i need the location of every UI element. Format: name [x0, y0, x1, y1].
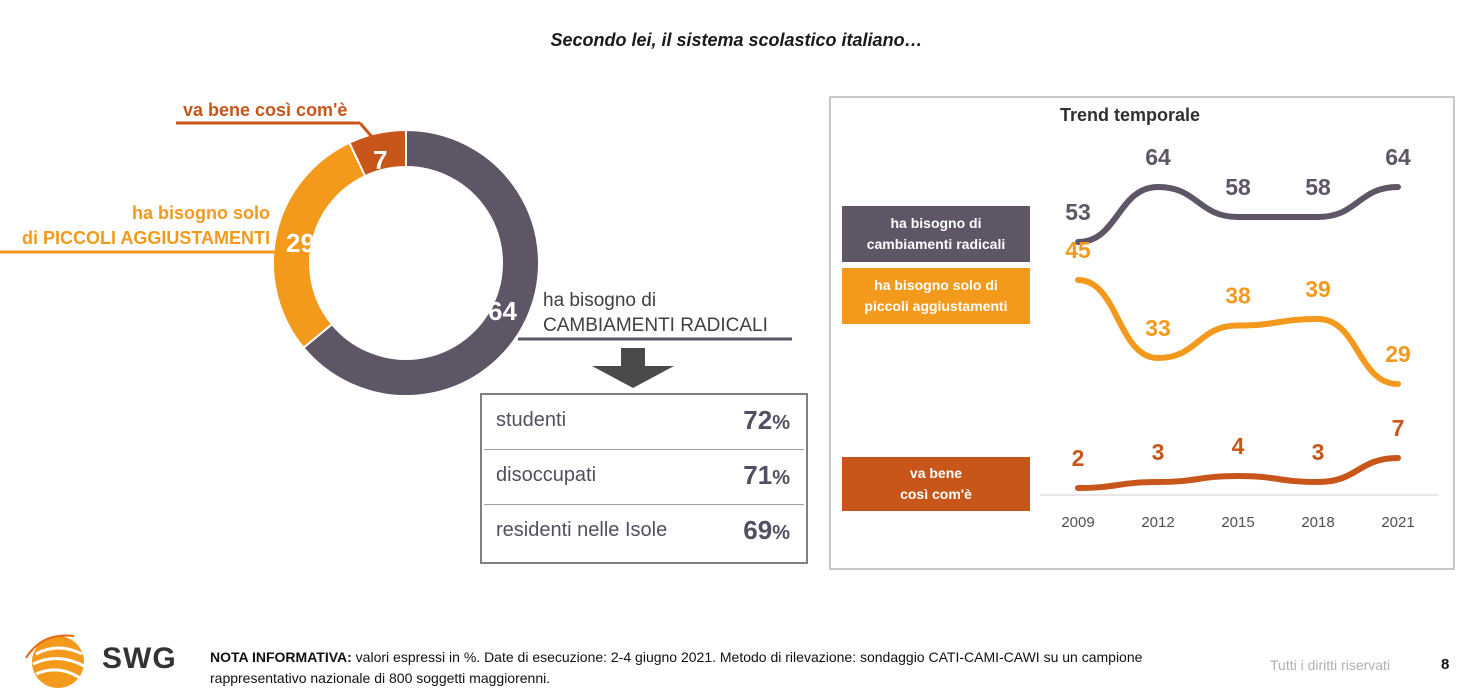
donut-value-fine: 7: [373, 145, 388, 175]
legend-fine: va bene così com'è: [842, 457, 1030, 511]
legend-small-line1: ha bisogno solo di: [874, 277, 998, 293]
trend-data-label: 39: [1305, 276, 1331, 302]
page-number: 8: [1441, 656, 1450, 673]
x-tick-label: 2021: [1381, 514, 1414, 531]
trend-data-label: 4: [1232, 433, 1245, 459]
trend-line-2: [1075, 455, 1401, 491]
trend-data-label: 64: [1145, 144, 1171, 170]
x-tick-label: 2015: [1221, 514, 1254, 531]
breakdown-value: 69%: [743, 515, 790, 545]
trend-line-chart: 53 64 58 58 64 45 33 38 39 29 2 3 4 3 7 2009 2012 2015 20…: [1040, 144, 1438, 531]
trend-data-label: 58: [1225, 174, 1251, 200]
legend-small: ha bisogno solo di piccoli aggiustamenti: [842, 268, 1030, 324]
x-tick-label: 2012: [1141, 514, 1174, 531]
breakdown-label: disoccupati: [496, 464, 597, 486]
donut-label-radical-line2: CAMBIAMENTI RADICALI: [543, 315, 768, 336]
donut-chart: [0, 121, 792, 397]
donut-slice-0: [302, 128, 540, 397]
legend-fine-line1: va bene: [909, 465, 963, 481]
legend-radical-line1: ha bisogno di: [890, 215, 982, 231]
footer-note-bold: NOTA INFORMATIVA:: [210, 649, 352, 665]
trend-data-label: 38: [1225, 283, 1251, 309]
slide-title: Secondo lei, il sistema scolastico itali…: [550, 30, 923, 50]
legend-radical-line2: cambiamenti radicali: [866, 236, 1006, 252]
rights-text: Tutti i diritti riservati: [1270, 657, 1391, 673]
legend-radical: ha bisogno di cambiamenti radicali: [842, 206, 1030, 262]
donut-label-small-line2: di PICCOLI AGGIUSTAMENTI: [22, 228, 270, 248]
divider: [484, 504, 804, 505]
trend-data-label: 7: [1392, 415, 1405, 441]
trend-line-0: [1075, 183, 1401, 245]
breakdown-value: 72%: [743, 405, 790, 435]
x-tick-label: 2009: [1061, 514, 1094, 531]
trend-title: Trend temporale: [1060, 105, 1201, 125]
swg-logo-text: SWG: [102, 642, 177, 675]
donut-label-fine: va bene così com'è: [183, 100, 348, 120]
breakdown-row: studenti 72%: [496, 395, 790, 449]
legend-small-line2: piccoli aggiustamenti: [864, 298, 1008, 314]
trend-data-label: 33: [1145, 315, 1171, 341]
leader-line-fine-tick: [358, 122, 374, 138]
trend-data-label: 58: [1305, 174, 1331, 200]
trend-data-label: 53: [1065, 199, 1091, 225]
donut-label-radical-line1: ha bisogno di: [543, 290, 657, 311]
breakdown-row: residenti nelle Isole 69%: [496, 505, 790, 559]
trend-data-label: 2: [1072, 445, 1085, 471]
trend-data-label: 29: [1385, 341, 1411, 367]
donut-value-radical: 64: [488, 296, 517, 326]
breakdown-table: studenti 72% disoccupati 71% residenti n…: [480, 393, 808, 564]
swg-logo-icon: [25, 634, 85, 688]
breakdown-label: residenti nelle Isole: [496, 519, 668, 541]
legend-fine-line2: così com'è: [900, 486, 972, 502]
trend-data-label: 64: [1385, 144, 1411, 170]
down-arrow-icon: [592, 348, 674, 388]
breakdown-row: disoccupati 71%: [496, 450, 790, 504]
donut-value-small: 29: [286, 228, 315, 258]
footer-note: NOTA INFORMATIVA: valori espressi in %. …: [210, 647, 1170, 689]
breakdown-label: studenti: [496, 409, 567, 431]
x-tick-label: 2018: [1301, 514, 1334, 531]
breakdown-value: 71%: [743, 460, 790, 490]
divider: [484, 449, 804, 450]
footer-note-text: valori espressi in %. Date di esecuzione…: [210, 649, 1143, 686]
trend-data-label: 3: [1152, 439, 1165, 465]
trend-data-label: 45: [1065, 237, 1091, 263]
donut-label-small-line1: ha bisogno solo: [132, 203, 270, 223]
trend-data-label: 3: [1312, 439, 1325, 465]
donut-slice-2: [348, 128, 407, 178]
trend-line-1: [1075, 277, 1401, 387]
